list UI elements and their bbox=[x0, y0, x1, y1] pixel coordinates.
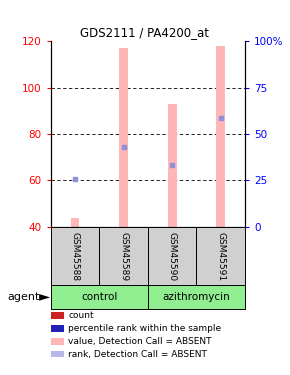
Bar bbox=[168, 104, 177, 227]
Text: GSM45588: GSM45588 bbox=[70, 231, 79, 280]
Text: value, Detection Call = ABSENT: value, Detection Call = ABSENT bbox=[68, 337, 212, 346]
Bar bbox=[197, 227, 245, 285]
Text: count: count bbox=[68, 311, 94, 320]
Text: rank, Detection Call = ABSENT: rank, Detection Call = ABSENT bbox=[68, 350, 207, 358]
Text: azithromycin: azithromycin bbox=[163, 292, 230, 302]
Bar bbox=[148, 227, 196, 285]
Bar bbox=[51, 227, 99, 285]
Text: GDS2111 / PA4200_at: GDS2111 / PA4200_at bbox=[81, 26, 209, 39]
Text: GSM45589: GSM45589 bbox=[119, 231, 128, 280]
Text: percentile rank within the sample: percentile rank within the sample bbox=[68, 324, 221, 333]
Text: GSM45590: GSM45590 bbox=[168, 231, 177, 280]
Bar bbox=[99, 227, 148, 285]
Text: GSM45591: GSM45591 bbox=[216, 231, 225, 280]
Text: agent: agent bbox=[7, 292, 40, 302]
Bar bbox=[51, 285, 148, 309]
Bar bbox=[119, 48, 128, 227]
Polygon shape bbox=[39, 294, 50, 301]
Text: control: control bbox=[81, 292, 117, 302]
Bar bbox=[148, 285, 245, 309]
Bar bbox=[71, 217, 79, 227]
Bar bbox=[216, 46, 225, 227]
